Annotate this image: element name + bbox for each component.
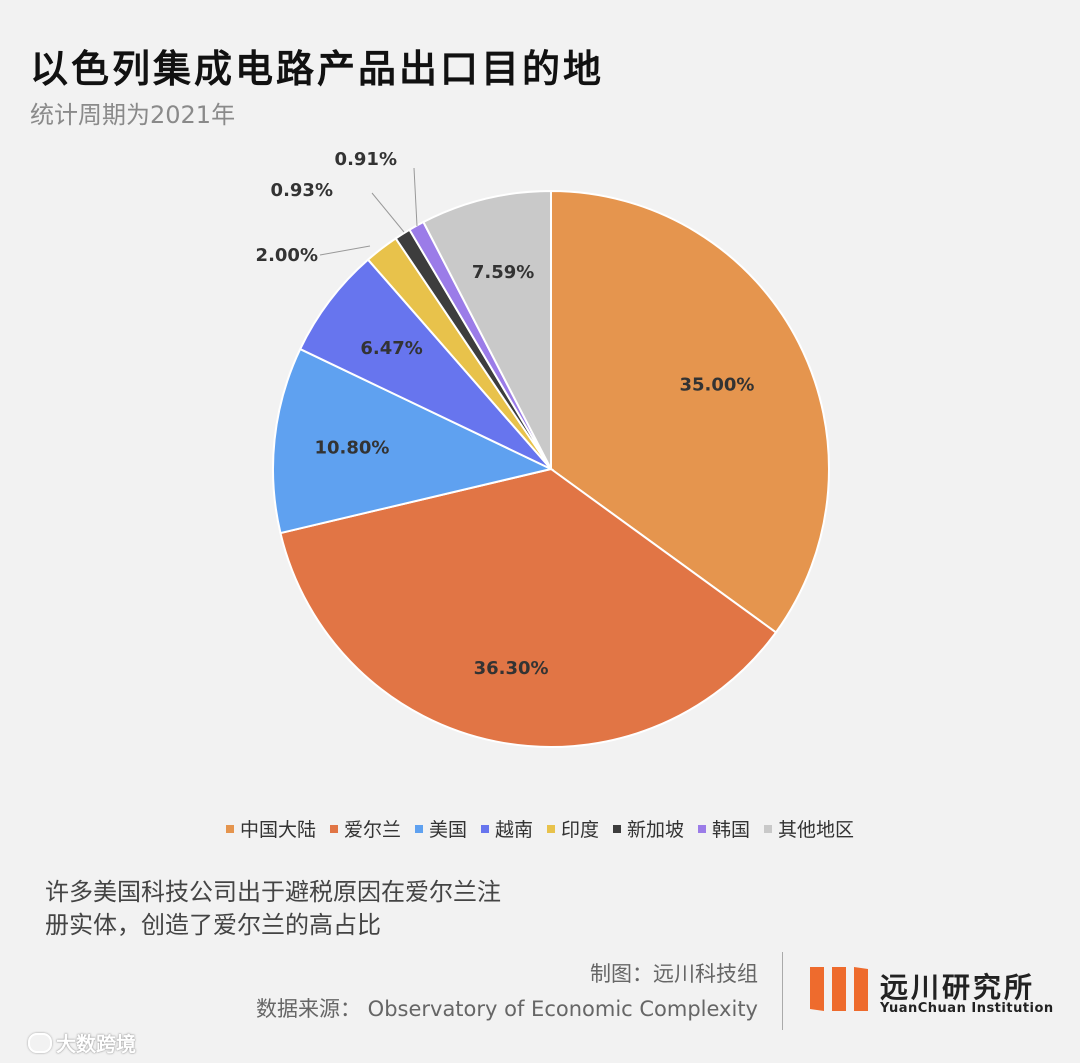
legend-swatch-1 bbox=[225, 824, 234, 833]
leader-line-5 bbox=[319, 245, 371, 256]
leader-line-7 bbox=[413, 167, 418, 227]
logo-chinese-name: 远川研究所 bbox=[880, 971, 1036, 1004]
chart-legend: 中国大陆 爱尔兰 美国 越南 印度 新加坡 韩国 其他地区 bbox=[0, 815, 1080, 842]
legend-label-2: 爱尔兰 bbox=[343, 819, 401, 841]
slice-label-3: 10.80% bbox=[314, 438, 389, 459]
legend-item-4: 越南 bbox=[480, 815, 533, 842]
pie-chart: 35.00% 36.30% 10.80% 6.47% 2.00% 0.93%0.91% 7.… bbox=[256, 149, 830, 748]
annotation-note: 许多美国科技公司出于避税原因在爱尔兰注 册实体，创造了爱尔兰的高占比 bbox=[45, 876, 565, 942]
leader-line-6 bbox=[371, 192, 405, 233]
legend-item-7: 韩国 bbox=[698, 815, 750, 842]
pie-slice-2 bbox=[279, 467, 778, 748]
pie-slice-3 bbox=[272, 347, 554, 535]
slice-label-5: 2.00% bbox=[256, 245, 318, 266]
legend-label-6: 新加坡 bbox=[627, 819, 685, 841]
legend-item-6: 新加坡 bbox=[613, 815, 684, 842]
watermark-text: 大数跨境 bbox=[56, 1032, 136, 1056]
pie-slice-8 bbox=[422, 189, 552, 470]
watermark: 大数跨境 bbox=[28, 1028, 136, 1057]
pie-slice-4 bbox=[298, 258, 552, 470]
source-text: 数据来源： Observatory of Economic Complexity bbox=[255, 997, 758, 1021]
slice-label-8: 7.59% bbox=[472, 262, 534, 283]
legend-swatch-2 bbox=[329, 824, 338, 833]
slice-label-7: 0.91% bbox=[335, 149, 397, 170]
yuanchuan-logo-icon bbox=[810, 967, 868, 1011]
legend-label-4: 越南 bbox=[494, 819, 533, 841]
pie-slice-1 bbox=[550, 189, 830, 634]
legend-item-5: 印度 bbox=[547, 815, 599, 842]
footer-divider bbox=[782, 952, 783, 1030]
legend-label-1: 中国大陆 bbox=[239, 819, 316, 841]
legend-label-3: 美国 bbox=[428, 819, 467, 841]
note-line-1: 许多美国科技公司出于避税原因在爱尔兰注 bbox=[45, 878, 501, 906]
legend-item-8: 其他地区 bbox=[764, 815, 854, 842]
legend-item-1: 中国大陆 bbox=[225, 815, 316, 842]
legend-swatch-4 bbox=[480, 824, 489, 833]
slice-label-4: 6.47% bbox=[360, 338, 422, 359]
slice-label-6: 0.93% bbox=[271, 180, 333, 201]
legend-item-3: 美国 bbox=[414, 815, 467, 842]
slice-label-2: 36.30% bbox=[474, 658, 549, 679]
credit-text: 制图：远川科技组 bbox=[590, 962, 758, 986]
slice-label-1: 35.00% bbox=[679, 374, 754, 395]
legend-item-2: 爱尔兰 bbox=[329, 815, 401, 842]
legend-label-7: 韩国 bbox=[712, 819, 751, 841]
legend-label-5: 印度 bbox=[561, 819, 600, 841]
legend-swatch-5 bbox=[547, 824, 555, 833]
logo-english-name: YuanChuan Institution bbox=[880, 1001, 1054, 1016]
watermark-logo-icon bbox=[28, 1033, 52, 1053]
legend-swatch-7 bbox=[698, 824, 707, 833]
legend-swatch-8 bbox=[764, 824, 773, 833]
note-line-2: 册实体，创造了爱尔兰的高占比 bbox=[45, 911, 381, 939]
legend-label-8: 其他地区 bbox=[778, 819, 855, 841]
chart-title: 以色列集成电路产品出口目的地 bbox=[30, 47, 605, 91]
legend-swatch-3 bbox=[414, 824, 423, 833]
chart-subtitle: 统计周期为2021年 bbox=[30, 101, 236, 129]
legend-swatch-6 bbox=[613, 824, 622, 833]
